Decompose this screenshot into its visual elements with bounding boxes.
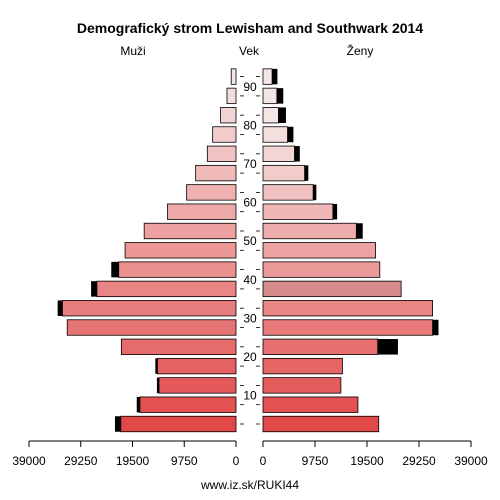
bar-men-5-9	[139, 396, 237, 413]
x-tick-label-right: 29250	[402, 454, 436, 468]
bar-men-45-49	[124, 242, 237, 259]
bar-women-65-69	[262, 164, 305, 182]
age-tick-label: 20	[243, 350, 257, 364]
bar-men-55-59	[167, 203, 237, 220]
bar-women-10-14	[262, 377, 342, 394]
age-tick-label: 70	[243, 157, 257, 171]
x-tick-label-left: 9750	[171, 454, 198, 468]
bar-men-extra-10-14	[156, 377, 160, 394]
bars-group	[57, 68, 439, 433]
bar-women-60-64	[262, 184, 314, 201]
bar-men-80-84	[220, 107, 237, 124]
bar-men-0-4	[120, 415, 237, 433]
x-tick-label-right: 9750	[302, 454, 329, 468]
bar-men-40-44	[118, 261, 237, 278]
bar-women-extra-55-59	[332, 203, 338, 220]
bar-men-extra-15-19	[155, 358, 158, 374]
bar-women-5-9	[262, 396, 359, 413]
bar-women-35-39	[262, 280, 402, 298]
bar-men-60-64	[186, 184, 237, 201]
age-tick-label: 50	[243, 234, 257, 248]
bar-men-75-79	[212, 126, 237, 143]
bar-women-30-34	[262, 300, 434, 317]
bar-women-55-59	[262, 203, 334, 220]
age-tick-label: 10	[243, 389, 257, 403]
x-tick-label-right: 0	[260, 454, 267, 468]
bar-women-75-79	[262, 126, 288, 143]
bar-women-0-4	[262, 415, 380, 433]
bar-women-45-49	[262, 242, 376, 259]
x-tick-label-left: 0	[233, 454, 240, 468]
x-tick-label-left: 19500	[116, 454, 150, 468]
bar-men-extra-35-39	[91, 281, 97, 297]
bar-men-10-14	[158, 377, 237, 394]
age-tick-label: 60	[243, 196, 257, 210]
bar-women-extra-75-79	[287, 126, 294, 143]
footer-url[interactable]: www.iz.sk/RUKI44	[200, 478, 299, 492]
bar-women-50-54	[262, 222, 357, 240]
bar-men-extra-0-4	[114, 416, 121, 432]
center-label: Vek	[239, 44, 260, 58]
bar-women-extra-60-64	[313, 184, 317, 201]
bar-women-15-19	[262, 357, 343, 375]
bar-women-extra-80-84	[278, 107, 286, 123]
bar-men-extra-5-9	[136, 396, 140, 413]
bar-women-extra-25-29	[432, 319, 439, 336]
right-label: Ženy	[347, 43, 374, 58]
bar-men-extra-30-34	[57, 300, 63, 316]
bar-women-85-89	[262, 87, 278, 105]
bar-women-extra-90+	[272, 68, 278, 85]
x-tick-label-right: 19500	[350, 454, 384, 468]
age-tick-label: 80	[243, 118, 257, 132]
bar-women-80-84	[262, 107, 279, 124]
bar-women-extra-85-89	[276, 88, 284, 104]
bar-women-70-74	[262, 145, 295, 162]
bar-men-85-89	[226, 87, 237, 105]
bar-men-90+	[230, 68, 237, 85]
bar-women-25-29	[262, 319, 434, 336]
bar-women-extra-50-54	[356, 223, 363, 239]
bar-women-extra-20-24	[377, 339, 398, 355]
bar-men-20-24	[120, 338, 237, 355]
x-tick-label-left: 39000	[12, 454, 46, 468]
bar-men-extra-40-44	[111, 261, 119, 278]
bar-women-extra-70-74	[294, 146, 300, 162]
x-tick-label-left: 29250	[64, 454, 98, 468]
x-tick-label-right: 39000	[454, 454, 488, 468]
left-label: Muži	[120, 44, 145, 58]
bar-men-25-29	[66, 319, 237, 336]
bar-men-50-54	[143, 222, 237, 240]
bar-women-90+	[262, 68, 273, 85]
bar-men-70-74	[206, 145, 237, 162]
bar-men-35-39	[96, 280, 237, 298]
bar-women-extra-65-69	[304, 165, 309, 181]
bar-men-15-19	[157, 357, 237, 375]
age-tick-label: 40	[243, 273, 257, 287]
bar-men-30-34	[62, 300, 237, 317]
chart-title: Demografický strom Lewisham and Southwar…	[77, 20, 423, 36]
bar-women-40-44	[262, 261, 381, 278]
age-tick-label: 90	[243, 80, 257, 94]
bar-women-20-24	[262, 338, 379, 355]
age-tick-label: 30	[243, 311, 257, 325]
axes-group: 10 20 30 40 50 60 70 80 90 39000 29250 19500 9750 0 0 9…	[12, 76, 488, 468]
bar-men-65-69	[195, 164, 237, 182]
